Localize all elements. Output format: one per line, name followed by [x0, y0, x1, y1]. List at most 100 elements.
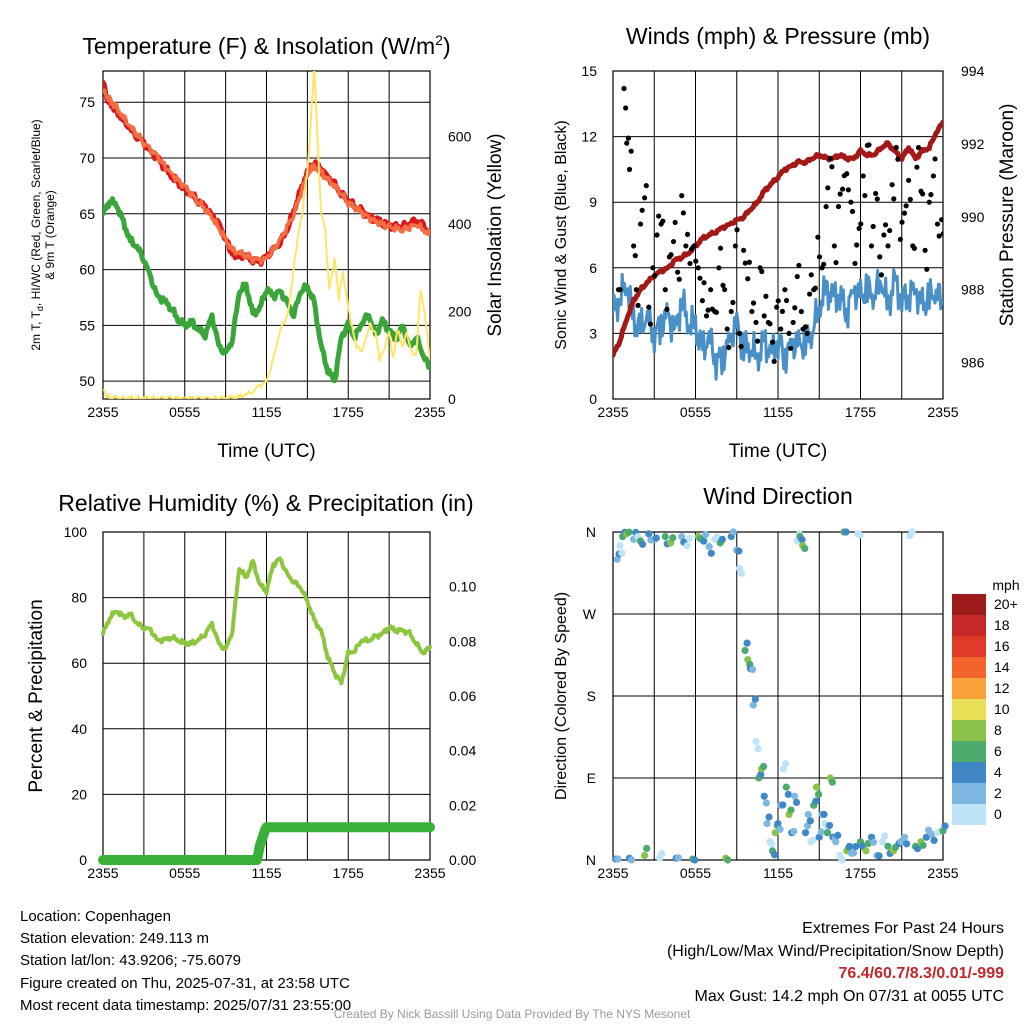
gust-point [656, 213, 662, 219]
rh-y-tick-label: 100 [64, 524, 88, 540]
gust-point [675, 269, 681, 275]
wind-direction-point [625, 528, 633, 536]
legend-label: 4 [994, 764, 1002, 780]
wind-direction-point [770, 851, 779, 859]
temp-y-tick-label: 55 [79, 317, 95, 333]
recent-text: Most recent data timestamp: 2025/07/31 2… [20, 996, 352, 1014]
gust-point [854, 242, 860, 248]
temp-x-tick-label: 1155 [251, 404, 281, 420]
wind-direction-point [774, 819, 782, 828]
humidity-chart: Relative Humidity (%) & Precipitation (i… [26, 490, 476, 881]
wind-direction-point [779, 801, 787, 809]
gust-point [746, 259, 753, 265]
gust-point [742, 260, 748, 266]
insolation-y-tick-label: 600 [448, 129, 472, 145]
gust-point [798, 308, 804, 315]
wind-direction-point [787, 806, 795, 814]
location-text: Location: Copenhagen [20, 908, 171, 925]
gust-point [626, 166, 633, 172]
gust-point [617, 287, 623, 293]
wind-direction-point [748, 665, 757, 674]
gust-point [901, 210, 908, 216]
rh-y-tick-label: 20 [71, 786, 87, 802]
temp-y-axis-label-b: , HI/WC (Red, Green, Scarlet/Blue) [29, 119, 43, 306]
wind-direction-point [782, 783, 790, 791]
precip-y-tick-label: 0.10 [449, 579, 476, 595]
gust-point [703, 313, 710, 319]
pressure-y-tick-label: 994 [961, 63, 985, 79]
gust-point [639, 207, 645, 213]
gust-point [874, 196, 880, 202]
wind-direction-point [613, 555, 621, 563]
temp-y-tick-label: 50 [79, 373, 95, 389]
temp-series-solar-insolation [103, 71, 430, 399]
gust-point [825, 185, 831, 191]
wind-direction-point [875, 852, 883, 860]
wind-direction-point [616, 542, 624, 550]
gust-point [695, 265, 701, 271]
wind-direction-point [638, 540, 647, 548]
wind-direction-point [823, 829, 832, 837]
gust-point [722, 286, 728, 293]
legend-label: 8 [994, 722, 1002, 738]
wind-direction-point [812, 797, 820, 805]
gust-point [753, 319, 759, 326]
wind-direction-point [768, 840, 776, 848]
wind-direction-point [757, 770, 765, 779]
wind-direction-point [729, 528, 737, 536]
wind-direction-point [798, 536, 806, 544]
gust-point [670, 238, 677, 245]
gust-point [778, 326, 784, 332]
pressure-y-tick-label: 992 [961, 136, 985, 152]
temp-title-end: ) [443, 33, 451, 59]
wind-direction-point [643, 844, 651, 853]
gust-point [697, 275, 703, 281]
gust-point [750, 300, 757, 306]
wind-direction-point [751, 695, 759, 703]
temp-y-axis-label: 2m T, Td, HI/WC (Red, Green, Scarlet/Blu… [29, 119, 45, 350]
gust-point [687, 260, 693, 267]
gust-point [691, 243, 697, 249]
gust-point [732, 243, 738, 249]
gust-point [664, 306, 670, 312]
wind-direction-point [776, 825, 784, 833]
gust-point [833, 259, 839, 266]
temp-series [103, 71, 430, 399]
insolation-y-tick-label: 0 [448, 391, 456, 407]
wind-direction-point [658, 850, 666, 858]
gust-point [932, 156, 938, 162]
gust-point [840, 186, 846, 192]
rh-title: Relative Humidity (%) & Precipitation (i… [58, 490, 473, 516]
legend-label: 18 [994, 617, 1010, 633]
gust-point [749, 308, 755, 315]
winds-y-tick-label: 0 [589, 391, 597, 407]
temp-x-tick-label: 1755 [333, 404, 364, 420]
wind-direction-point [683, 542, 691, 550]
winds-y-tick-label: 9 [589, 194, 597, 210]
gust-point [625, 135, 632, 141]
wdir-x-tick-label: 1155 [763, 865, 793, 881]
gust-point [835, 203, 842, 210]
wdir-title: Wind Direction [703, 483, 853, 509]
winds-y-tick-label: 6 [589, 260, 597, 276]
wind-direction-point [922, 833, 931, 841]
gust-point [668, 252, 674, 258]
wind-direction-point [812, 783, 821, 791]
wind-direction-point [763, 819, 771, 828]
gust-point [680, 210, 687, 216]
gust-point [628, 148, 634, 154]
insolation-y-tick-label: 400 [448, 216, 472, 232]
gust-point [728, 308, 734, 315]
temp-x-tick-label: 0555 [169, 404, 200, 420]
gust-point [802, 324, 809, 330]
legend-title: mph [992, 577, 1019, 593]
gust-point [808, 272, 814, 278]
wind-direction-point [930, 836, 938, 845]
insolation-y-axis-label: Solar Insolation (Yellow) [485, 133, 506, 336]
winds-x-tick-label: 1155 [763, 404, 793, 420]
rh-y-tick-label: 80 [71, 590, 87, 606]
gust-point [633, 287, 639, 293]
gust-point [891, 196, 897, 202]
